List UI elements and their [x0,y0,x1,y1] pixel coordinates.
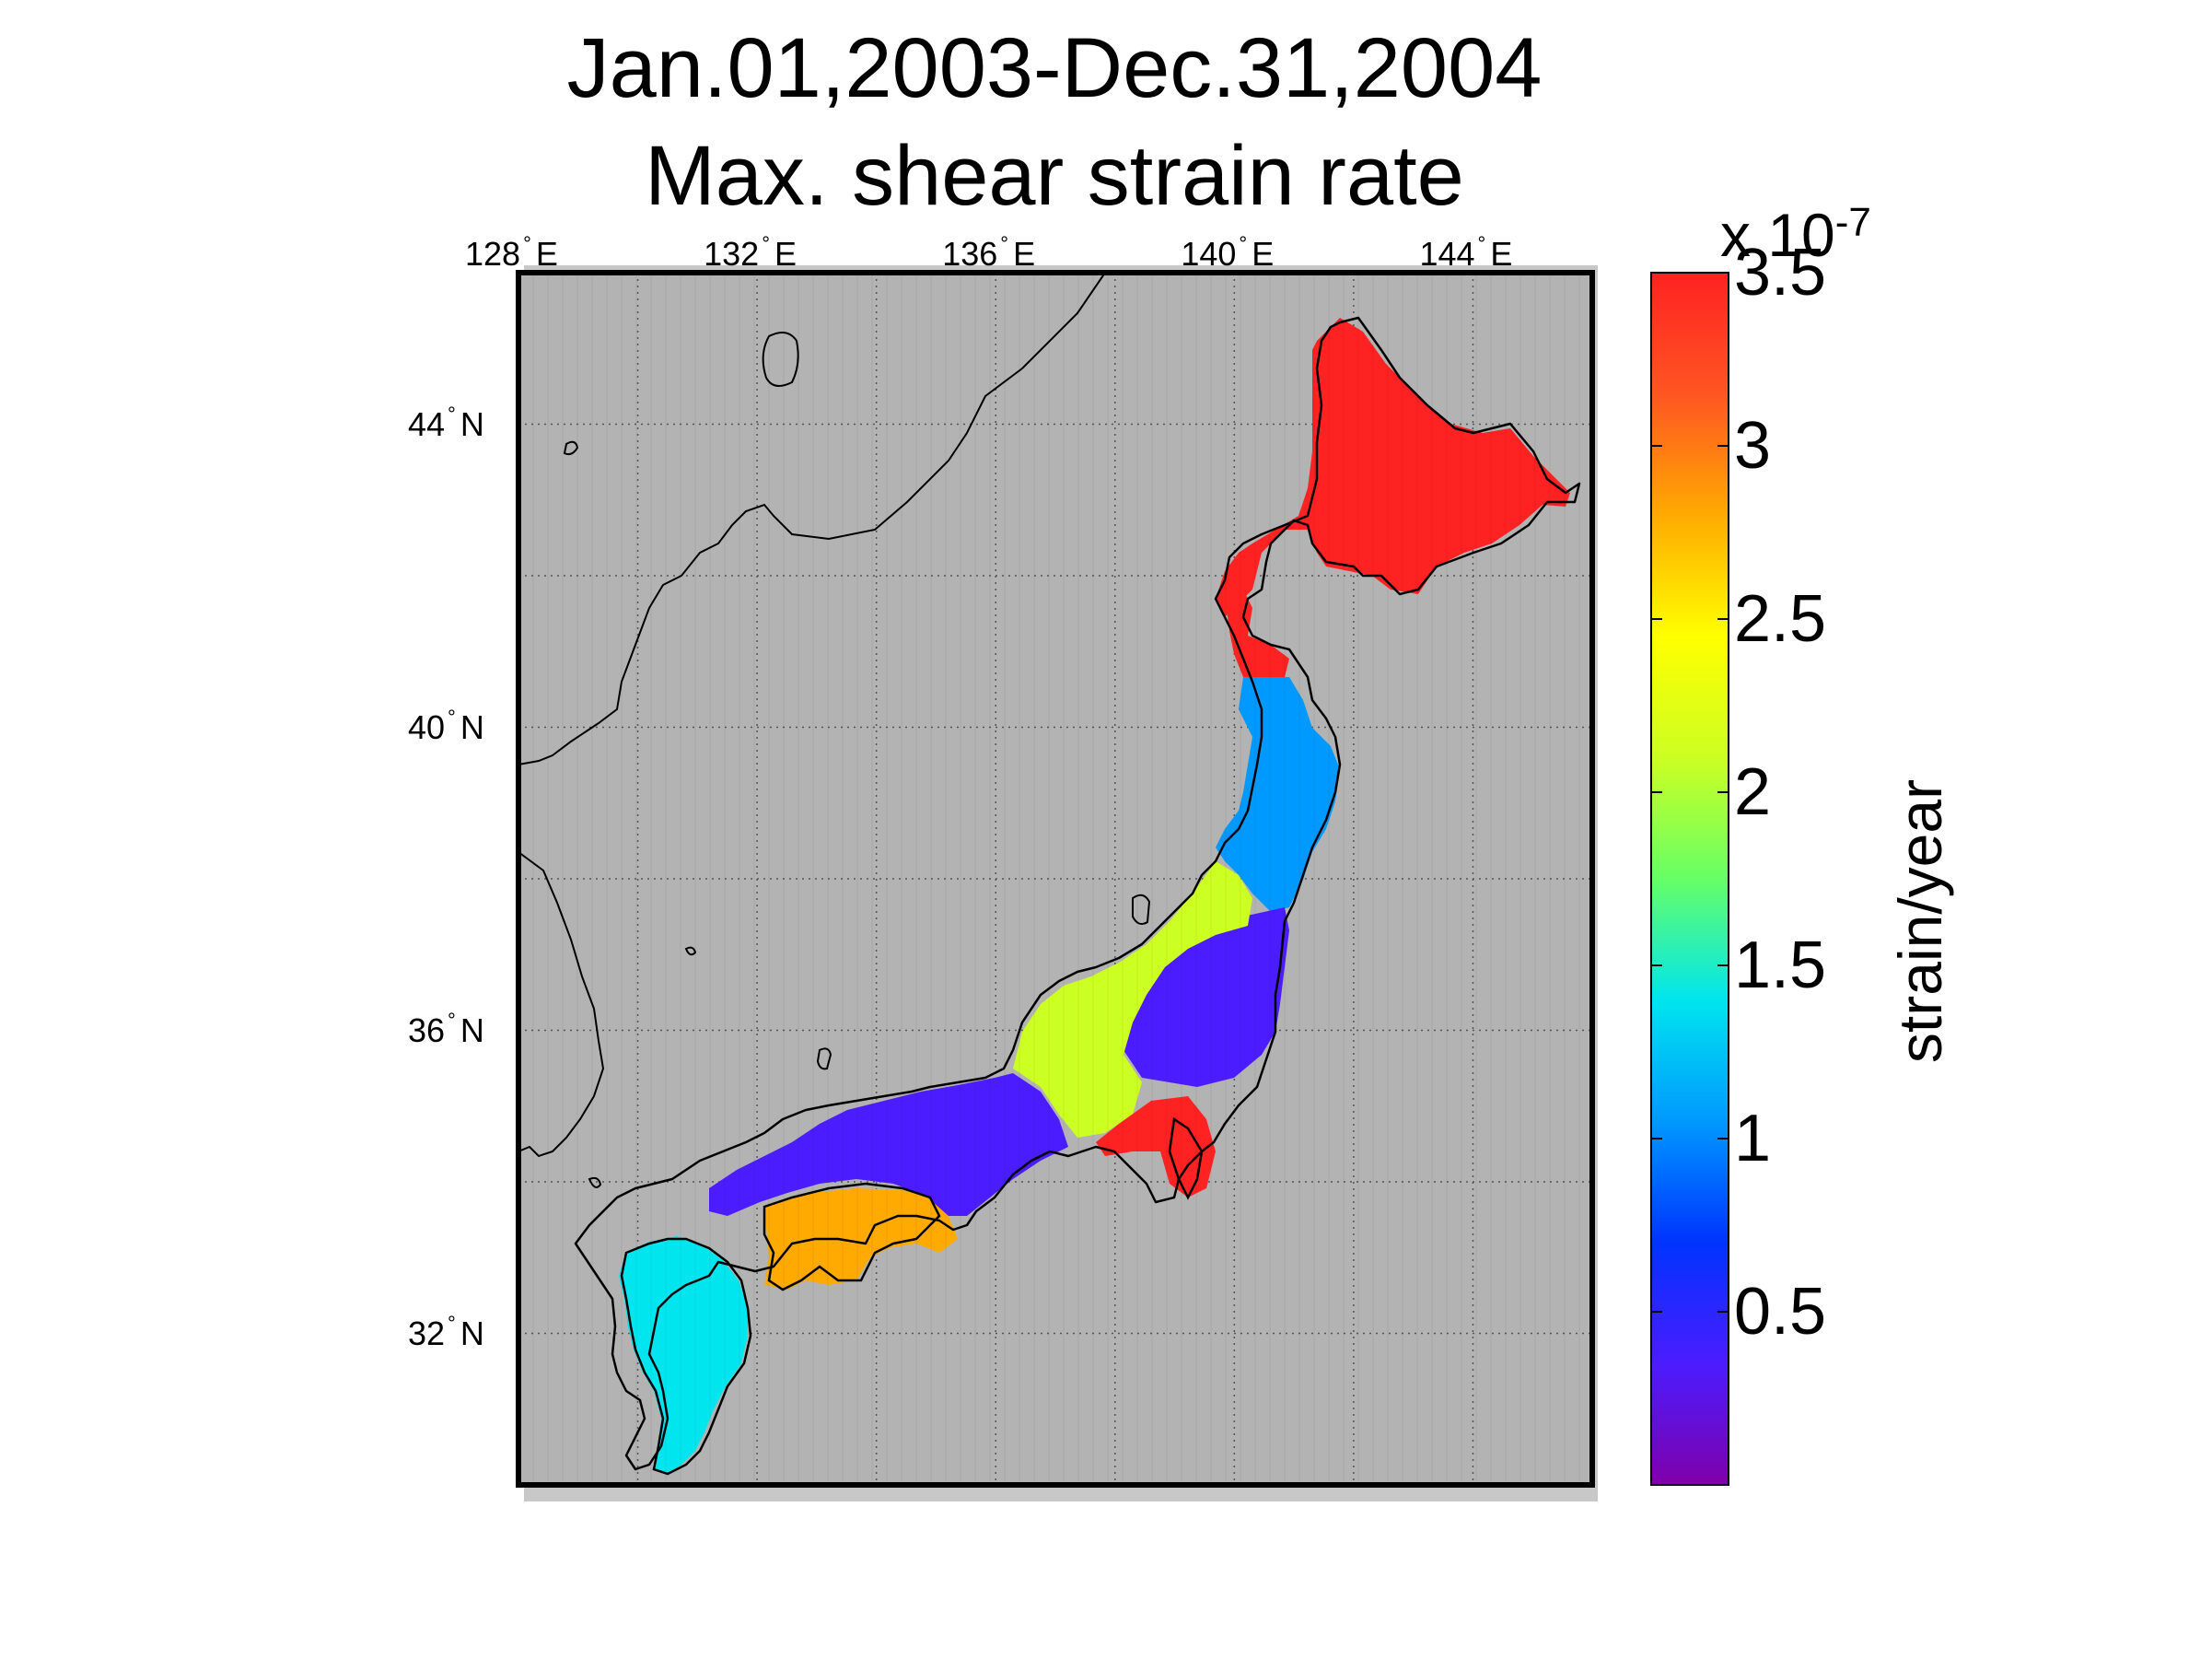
strain-region-central-honshu [1123,907,1289,1087]
longitude-direction: E [1013,235,1036,273]
latitude-direction: N [460,1011,484,1049]
degree-symbol: ° [448,705,456,729]
longitude-label: 144 ° E [1419,234,1513,273]
strain-region-shikoku [764,1188,958,1290]
map-frame [516,270,1595,1488]
island-coastline [684,946,697,956]
degree-symbol: ° [1239,232,1248,255]
latitude-value: 40 [408,707,446,746]
longitude-direction: E [774,235,797,273]
chart-title-line-1: Jan.01,2003-Dec.31,2004 [566,21,1543,115]
degree-symbol: ° [448,402,456,426]
degree-symbol: ° [762,232,770,255]
longitude-direction: E [1490,235,1513,273]
longitude-label: 128 ° E [465,234,558,273]
colorbar-label: strain/year [1886,778,1954,1064]
colorbar-exponent-base: x 10 [1720,201,1835,269]
latitude-label: 44 ° N [408,403,484,443]
degree-symbol: ° [1477,232,1486,255]
latitude-direction: N [460,1314,484,1352]
colorbar-exponent: x 10-7 [1720,203,1871,266]
latitude-value: 44 [408,404,446,443]
strain-region-izu-peninsula [1096,1096,1216,1198]
strain-rate-cells [518,273,1580,1485]
longitude-label: 132 ° E [704,234,797,273]
sado-island-coastline [1132,894,1151,925]
latitude-label: 40 ° N [408,707,484,746]
colorbar-gradient [1651,273,1729,1485]
korea-coastline [518,851,605,1158]
colorbar-tick-label: 1.5 [1734,929,1827,1002]
colorbar-tick-label: 0.5 [1734,1275,1827,1349]
strain-cell-grid [518,273,1580,1485]
longitude-value: 144 [1419,235,1475,273]
latitude-direction: N [460,404,484,443]
longitude-value: 136 [942,235,998,273]
strain-region-northern-tohoku [1216,677,1340,912]
colorbar-exponent-power: -7 [1834,200,1871,245]
longitude-value: 128 [465,235,521,273]
continent-coastline [518,273,1106,765]
strain-region-niigata-kobe-zone [1013,861,1252,1138]
island-coastline [563,440,579,456]
colorbar-tick-label: 2 [1734,755,1772,829]
longitude-direction: E [1252,235,1275,273]
island-coastline [588,1176,602,1188]
degree-symbol: ° [448,1311,456,1335]
chart-title-line-2: Max. shear strain rate [645,129,1464,223]
longitude-value: 140 [1181,235,1237,273]
latitude-label: 32 ° N [408,1313,484,1352]
colorbar-tick-label: 3 [1734,409,1772,483]
longitude-label: 136 ° E [942,234,1036,273]
izu-coastline [1168,1116,1204,1200]
strain-region-hokkaido [1216,318,1570,677]
colorbar-tick-label: 2.5 [1734,582,1827,656]
kyushu-coastline [620,1237,752,1476]
latitude-direction: N [460,707,484,746]
island-coastline [762,332,799,387]
longitude-label: 140 ° E [1181,234,1275,273]
colorbar-tick-label: 1 [1734,1102,1772,1175]
degree-symbol: ° [1000,232,1009,255]
longitude-direction: E [535,235,558,273]
longitude-value: 132 [704,235,760,273]
degree-symbol: ° [448,1008,456,1032]
colorbar-tick-label: 3.5 [1734,236,1827,310]
shikoku-coastline [763,1182,941,1291]
strain-region-chugoku [709,1073,1068,1216]
latitude-value: 32 [408,1314,446,1352]
latitude-label: 36 ° N [408,1010,484,1049]
latitude-value: 36 [408,1011,446,1049]
japan-coastline [574,316,1581,1471]
strain-region-kyushu [619,1236,748,1474]
island-coastline [816,1047,832,1070]
degree-symbol: ° [523,232,531,255]
colorbar-frame [1650,272,1729,1486]
